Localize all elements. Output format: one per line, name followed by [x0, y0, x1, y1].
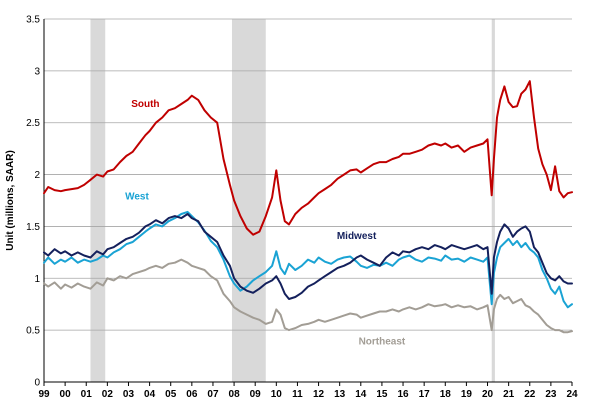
x-tick-label: 04 — [144, 389, 156, 400]
y-tick-label: 0 — [34, 378, 40, 389]
x-tick-label: 13 — [334, 389, 346, 400]
x-tick-label: 03 — [123, 389, 135, 400]
x-tick-label: 00 — [60, 389, 72, 400]
x-tick-label: 23 — [545, 389, 557, 400]
x-tick-label: 05 — [165, 389, 177, 400]
x-tick-label: 06 — [186, 389, 198, 400]
x-tick-label: 17 — [419, 389, 431, 400]
y-tick-label: 3.5 — [26, 15, 40, 26]
x-tick-label: 18 — [440, 389, 452, 400]
x-tick-label: 24 — [566, 389, 578, 400]
y-tick-label: 2 — [34, 170, 40, 181]
y-tick-label: 2.5 — [26, 118, 40, 129]
series-label-south: South — [131, 99, 159, 110]
x-tick-label: 19 — [461, 389, 473, 400]
x-tick-label: 10 — [271, 389, 283, 400]
x-tick-label: 15 — [376, 389, 388, 400]
x-tick-label: 21 — [503, 389, 515, 400]
x-tick-label: 09 — [250, 389, 262, 400]
series-line-west — [43, 210, 573, 309]
x-tick-label: 11 — [292, 389, 303, 400]
series-line-northeast — [43, 258, 573, 334]
gridlines — [44, 18, 572, 331]
x-tick-label: 01 — [81, 389, 93, 400]
series-label-west: West — [125, 191, 149, 202]
y-axis-title: Unit (millions, SAAR) — [5, 150, 16, 251]
x-tick-label: 22 — [524, 389, 536, 400]
x-tick-label: 14 — [355, 389, 367, 400]
series-line-midwest — [43, 213, 573, 300]
recession-band-0 — [90, 19, 106, 382]
y-tick-label: 1 — [34, 274, 40, 285]
y-tick-label: 0.5 — [26, 326, 40, 337]
x-tick-label: 20 — [482, 389, 494, 400]
x-tick-label: 07 — [207, 389, 219, 400]
y-tick-label: 3 — [34, 66, 40, 77]
series-lines — [43, 80, 573, 334]
covid-band — [491, 19, 495, 382]
axes: 0 0.5 1 1.5 2 2.5 3 3.5 99 00 01 02 03 04 05 06 07 08 09 10… — [26, 15, 578, 401]
x-tick-label: 12 — [313, 389, 325, 400]
x-tick-label: 16 — [397, 389, 409, 400]
recession-bands — [90, 19, 495, 382]
recession-band-1 — [231, 19, 266, 382]
series-label-midwest: Midwest — [337, 231, 377, 242]
series-labels: Northeast West Midwest South — [125, 99, 406, 348]
x-tick-label: 08 — [229, 389, 241, 400]
x-tick-label: 02 — [102, 389, 114, 400]
series-label-northeast: Northeast — [359, 337, 406, 348]
series-line-south — [43, 80, 573, 236]
x-tick-label: 99 — [38, 389, 50, 400]
y-tick-label: 1.5 — [26, 222, 40, 233]
